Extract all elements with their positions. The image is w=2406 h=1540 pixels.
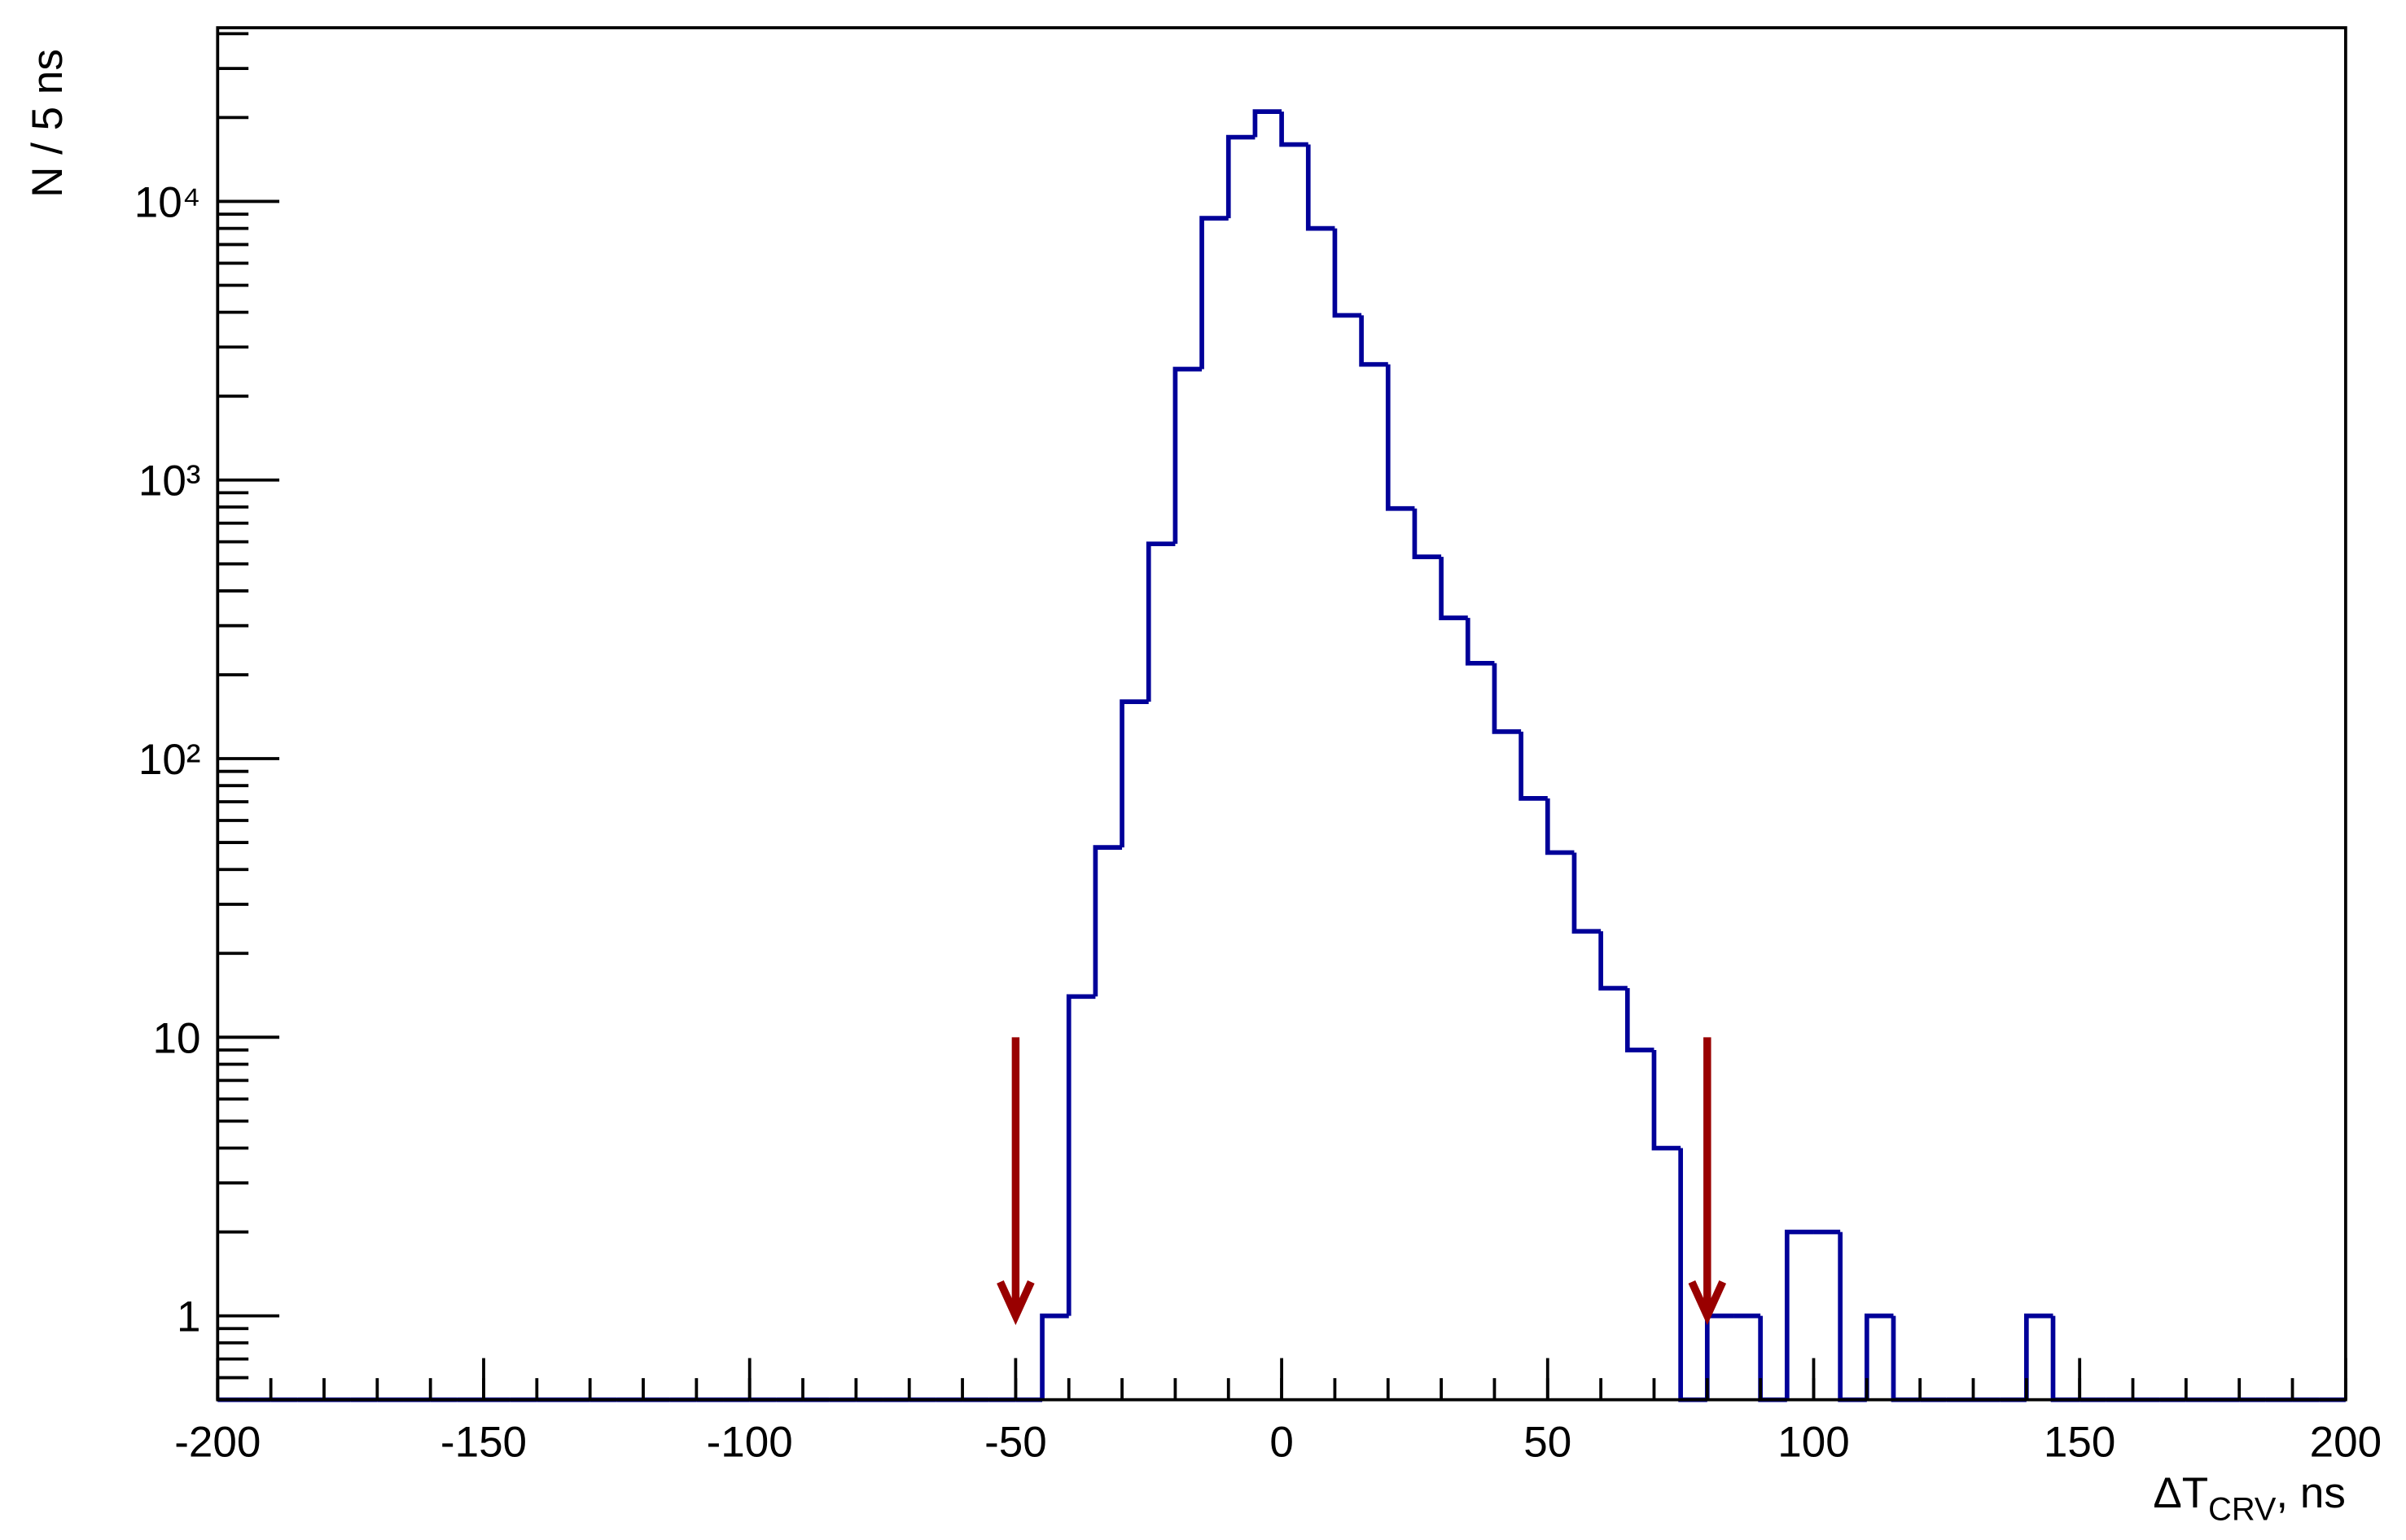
- histogram-bin: [1040, 1313, 1069, 1400]
- x-label-rest: , ns: [2276, 1469, 2345, 1517]
- histogram-bin: [1252, 109, 1282, 138]
- histogram-bin: [1172, 366, 1203, 545]
- histogram-bin: [1891, 1315, 1921, 1402]
- y-tick-label: 1: [177, 1293, 200, 1341]
- histogram-bin: [1704, 1313, 1734, 1400]
- x-tick-label: 50: [1523, 1419, 1571, 1467]
- histogram-bin: [1279, 112, 1308, 147]
- histogram-bin: [1199, 216, 1229, 370]
- y-axis-label: N / 5 ns: [24, 49, 72, 198]
- histogram-bin: [1412, 508, 1442, 559]
- x-tick-label: 0: [1269, 1419, 1294, 1467]
- y-tick-label: 10²: [138, 736, 201, 784]
- histogram-bin: [1120, 699, 1149, 848]
- y-tick-label: 10: [152, 1014, 200, 1062]
- histogram-bin: [1758, 1315, 1787, 1402]
- histogram-bin: [1305, 144, 1335, 231]
- x-label-main: ΔT: [2153, 1469, 2208, 1517]
- histogram-bin: [1465, 618, 1495, 666]
- histogram-bin: [1066, 994, 1096, 1316]
- histogram-bin: [1678, 1148, 1707, 1402]
- histogram-bin: [1838, 1232, 1867, 1402]
- histogram-bin: [1519, 731, 1548, 801]
- histogram-bin: [1624, 988, 1654, 1052]
- histogram-bin: [1332, 228, 1362, 318]
- histogram-bin: [1439, 557, 1468, 620]
- histogram-bin: [2023, 1313, 2053, 1400]
- x-tick-label: 100: [1777, 1419, 1849, 1467]
- y-tick-label: 10⁴: [134, 178, 201, 226]
- plot-frame: [216, 26, 2347, 1402]
- histogram-bin: [1545, 798, 1575, 855]
- histogram-bin: [1864, 1313, 1894, 1400]
- histogram-bin: [1651, 1049, 1681, 1151]
- cut-arrow-head: [1688, 1280, 1727, 1326]
- cut-arrow-head: [997, 1280, 1035, 1326]
- histogram-bin: [1385, 364, 1415, 511]
- histogram-bin: [1492, 663, 1522, 734]
- histogram-bin: [1784, 1229, 1814, 1400]
- x-tick-label: -200: [174, 1419, 261, 1467]
- x-tick-label: 150: [2044, 1419, 2115, 1467]
- x-tick-label: -150: [440, 1419, 527, 1467]
- histogram-bin: [2050, 1315, 2080, 1402]
- x-tick-label: 200: [2310, 1419, 2382, 1467]
- x-label-sub: CRV: [2208, 1491, 2277, 1527]
- histogram-bin: [1359, 315, 1388, 367]
- histogram-bin: [1093, 845, 1123, 997]
- x-tick-label: -100: [707, 1419, 793, 1467]
- histogram-bin: [1225, 134, 1256, 219]
- histogram-bin: [1571, 852, 1602, 934]
- x-axis-label: ΔTCRV, ns: [2153, 1469, 2346, 1527]
- y-tick-label: 10³: [138, 457, 201, 505]
- histogram-bin: [1598, 931, 1628, 991]
- x-tick-label: -50: [984, 1419, 1047, 1467]
- histogram-bin: [1146, 541, 1176, 702]
